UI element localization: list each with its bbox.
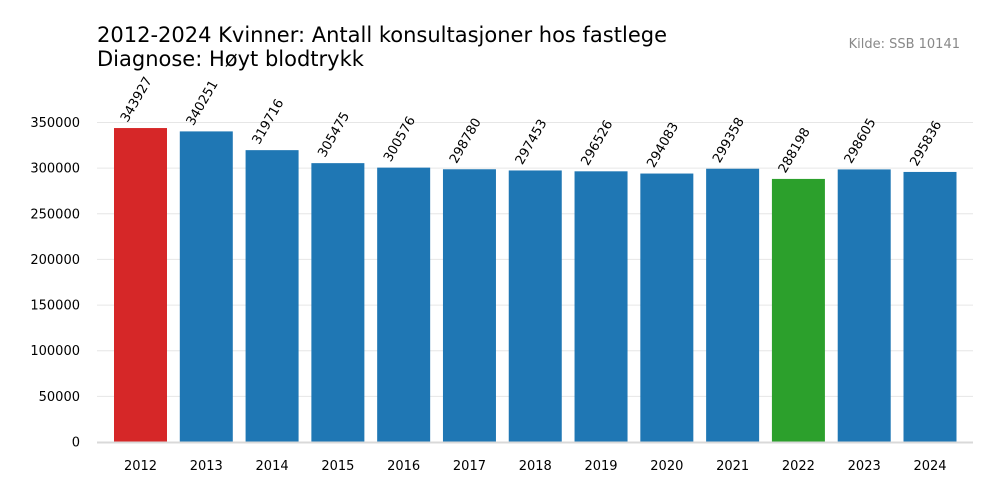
bar-2013 (179, 131, 233, 442)
y-tick-label: 200000 (30, 253, 80, 268)
y-tick-label: 250000 (30, 207, 80, 222)
x-tick-label: 2021 (716, 459, 749, 474)
data-labels: 343927 340251 319716 305475 300576 298780 2974… (118, 75, 945, 176)
bar-2021 (706, 168, 760, 442)
bar-2016 (377, 167, 431, 442)
bars (114, 128, 957, 443)
data-label-2017: 298780 (447, 116, 485, 166)
bar-2024 (903, 171, 957, 442)
chart-title: 2012-2024 Kvinner: Antall konsultasjoner… (97, 23, 667, 71)
y-tick-label: 350000 (30, 116, 80, 131)
bar-2018 (508, 170, 562, 443)
chart-title-line1: 2012-2024 Kvinner: Antall konsultasjoner… (97, 23, 667, 47)
y-tick-label: 150000 (30, 299, 80, 314)
data-label-2023: 298605 (842, 116, 880, 166)
data-label-2014: 319716 (250, 97, 288, 147)
data-label-2016: 300576 (381, 114, 419, 164)
x-axis: 2012 2013 2014 2015 2016 2017 2018 2019 2020 2021… (124, 459, 947, 474)
chart-title-line2: Diagnose: Høyt blodtrykk (97, 47, 364, 71)
data-label-2012: 343927 (118, 75, 156, 125)
bar-2022 (771, 178, 825, 443)
bar-2023 (837, 169, 891, 442)
y-tick-label: 50000 (39, 390, 80, 405)
bar-2020 (640, 173, 694, 442)
x-tick-label: 2014 (256, 459, 289, 474)
data-label-2024: 295836 (907, 118, 945, 168)
data-label-2013: 340251 (184, 78, 222, 128)
x-tick-label: 2024 (913, 459, 946, 474)
data-label-2019: 296526 (579, 118, 617, 168)
x-tick-label: 2019 (584, 459, 617, 474)
chart-source: Kilde: SSB 10141 (848, 37, 960, 52)
bar-2017 (442, 169, 496, 443)
x-tick-label: 2013 (190, 459, 223, 474)
data-label-2015: 305475 (315, 110, 353, 160)
data-label-2018: 297453 (513, 117, 551, 167)
y-axis: 0 50000 100000 150000 200000 250000 300000 3500… (30, 116, 80, 451)
x-tick-label: 2017 (453, 459, 486, 474)
x-tick-label: 2016 (387, 459, 420, 474)
x-tick-label: 2012 (124, 459, 157, 474)
bar-2015 (311, 163, 365, 442)
y-tick-label: 0 (72, 436, 80, 451)
y-tick-label: 100000 (30, 344, 80, 359)
x-tick-label: 2020 (650, 459, 683, 474)
x-tick-label: 2022 (782, 459, 815, 474)
x-tick-label: 2015 (321, 459, 354, 474)
data-label-2020: 294083 (644, 120, 682, 170)
x-tick-label: 2023 (848, 459, 881, 474)
bar-2012 (114, 128, 167, 443)
bar-2019 (574, 171, 628, 442)
y-tick-label: 300000 (30, 162, 80, 177)
bar-2014 (245, 150, 299, 442)
x-tick-label: 2018 (519, 459, 552, 474)
